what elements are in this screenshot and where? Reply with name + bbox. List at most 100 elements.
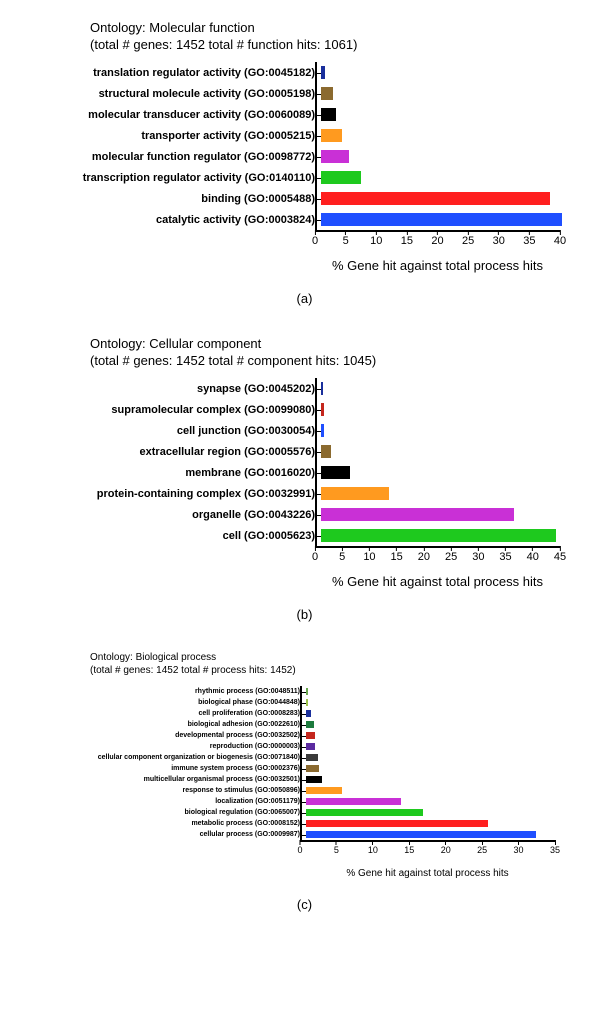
bar-row: translation regulator activity (GO:00451… <box>10 62 599 83</box>
bar-label: supramolecular complex (GO:0099080) <box>10 404 321 416</box>
bar-label: membrane (GO:0016020) <box>10 467 321 479</box>
bar-track <box>306 741 599 752</box>
bar <box>306 688 308 695</box>
bar-track <box>306 730 599 741</box>
plot-area: synapse (GO:0045202)supramolecular compl… <box>10 378 599 589</box>
x-tick: 0 <box>297 840 302 855</box>
x-tick: 15 <box>391 546 403 563</box>
bar-label: cellular process (GO:0009987) <box>10 831 306 838</box>
x-tick: 0 <box>312 230 318 247</box>
bar-label: molecular function regulator (GO:0098772… <box>10 151 321 163</box>
y-axis-line <box>315 62 317 230</box>
x-ticks: 05101520253035 <box>300 840 555 862</box>
bar-track <box>321 125 599 146</box>
x-tick: 40 <box>527 546 539 563</box>
x-tick: 35 <box>523 230 535 247</box>
bar <box>306 754 318 761</box>
x-tick: 15 <box>404 840 414 855</box>
bar <box>306 699 308 706</box>
bar <box>306 798 401 805</box>
bar-label: multicellular organismal process (GO:003… <box>10 776 306 783</box>
bar-track <box>321 146 599 167</box>
bar-label: response to stimulus (GO:0050896) <box>10 787 306 794</box>
bar <box>306 776 322 783</box>
bar-track <box>321 525 599 546</box>
plot-area: translation regulator activity (GO:00451… <box>10 62 599 273</box>
bar <box>306 710 311 717</box>
bar-label: transcription regulator activity (GO:014… <box>10 172 321 184</box>
bar <box>321 192 550 205</box>
x-tick: 20 <box>441 840 451 855</box>
bar-label: cell (GO:0005623) <box>10 530 321 542</box>
bar-row: transcription regulator activity (GO:014… <box>10 167 599 188</box>
bar-row: cell proliferation (GO:0008283) <box>10 708 599 719</box>
bar-track <box>306 774 599 785</box>
x-tick: 5 <box>334 840 339 855</box>
panel-letter: (b) <box>10 607 599 622</box>
bar-track <box>306 708 599 719</box>
bar <box>321 529 556 542</box>
bar-row: multicellular organismal process (GO:003… <box>10 774 599 785</box>
charts-root: Ontology: Molecular function (total # gen… <box>10 20 599 912</box>
x-tick: 35 <box>499 546 511 563</box>
bar <box>321 445 331 458</box>
bar-row: binding (GO:0005488) <box>10 188 599 209</box>
bar-row: localization (GO:0051179) <box>10 796 599 807</box>
y-axis-line <box>300 686 302 840</box>
chart-title: Ontology: Biological process <box>90 652 599 663</box>
y-axis-line <box>315 378 317 546</box>
bar-label: cell junction (GO:0030054) <box>10 425 321 437</box>
panel-letter: (c) <box>10 897 599 912</box>
x-tick: 45 <box>554 546 566 563</box>
x-tick: 5 <box>339 546 345 563</box>
bar-row: molecular function regulator (GO:0098772… <box>10 146 599 167</box>
x-axis-label: % Gene hit against total process hits <box>315 574 560 589</box>
bar-row: organelle (GO:0043226) <box>10 504 599 525</box>
bar-track <box>306 752 599 763</box>
bar-row: cellular component organization or bioge… <box>10 752 599 763</box>
bar-label: immune system process (GO:0002376) <box>10 765 306 772</box>
bar <box>321 508 514 521</box>
bar-label: catalytic activity (GO:0003824) <box>10 214 321 226</box>
bar-track <box>321 504 599 525</box>
bar <box>321 403 324 416</box>
bar-row: immune system process (GO:0002376) <box>10 763 599 774</box>
bars-container: synapse (GO:0045202)supramolecular compl… <box>10 378 599 546</box>
bar <box>306 820 488 827</box>
bar <box>306 732 315 739</box>
bars-container: rhythmic process (GO:0048511)biological … <box>10 686 599 840</box>
bar-track <box>321 378 599 399</box>
plot-area: rhythmic process (GO:0048511)biological … <box>10 686 599 879</box>
bar-label: reproduction (GO:0000003) <box>10 743 306 750</box>
bar-row: molecular transducer activity (GO:006008… <box>10 104 599 125</box>
bar-label: protein-containing complex (GO:0032991) <box>10 488 321 500</box>
x-axis-label: % Gene hit against total process hits <box>315 258 560 273</box>
bar-track <box>321 104 599 125</box>
bar-row: developmental process (GO:0032502) <box>10 730 599 741</box>
bar-track <box>321 483 599 504</box>
x-tick: 25 <box>477 840 487 855</box>
bar-track <box>321 462 599 483</box>
bar-label: organelle (GO:0043226) <box>10 509 321 521</box>
x-tick: 25 <box>462 230 474 247</box>
bar <box>321 213 562 226</box>
bar-row: protein-containing complex (GO:0032991) <box>10 483 599 504</box>
bar-track <box>306 697 599 708</box>
x-tick: 10 <box>363 546 375 563</box>
chart-title: Ontology: Molecular function <box>90 20 599 35</box>
bar-track <box>321 188 599 209</box>
bar-track <box>321 441 599 462</box>
bar-label: developmental process (GO:0032502) <box>10 732 306 739</box>
bar <box>306 831 536 838</box>
bar-label: metabolic process (GO:0008152) <box>10 820 306 827</box>
panel-letter: (a) <box>10 291 599 306</box>
bar-label: localization (GO:0051179) <box>10 798 306 805</box>
bar-track <box>321 399 599 420</box>
bar <box>306 721 314 728</box>
bar-row: cell (GO:0005623) <box>10 525 599 546</box>
bar <box>321 150 349 163</box>
bar-row: extracellular region (GO:0005576) <box>10 441 599 462</box>
bar-row: rhythmic process (GO:0048511) <box>10 686 599 697</box>
x-tick: 10 <box>370 230 382 247</box>
chart-subtitle: (total # genes: 1452 total # component h… <box>90 353 599 368</box>
